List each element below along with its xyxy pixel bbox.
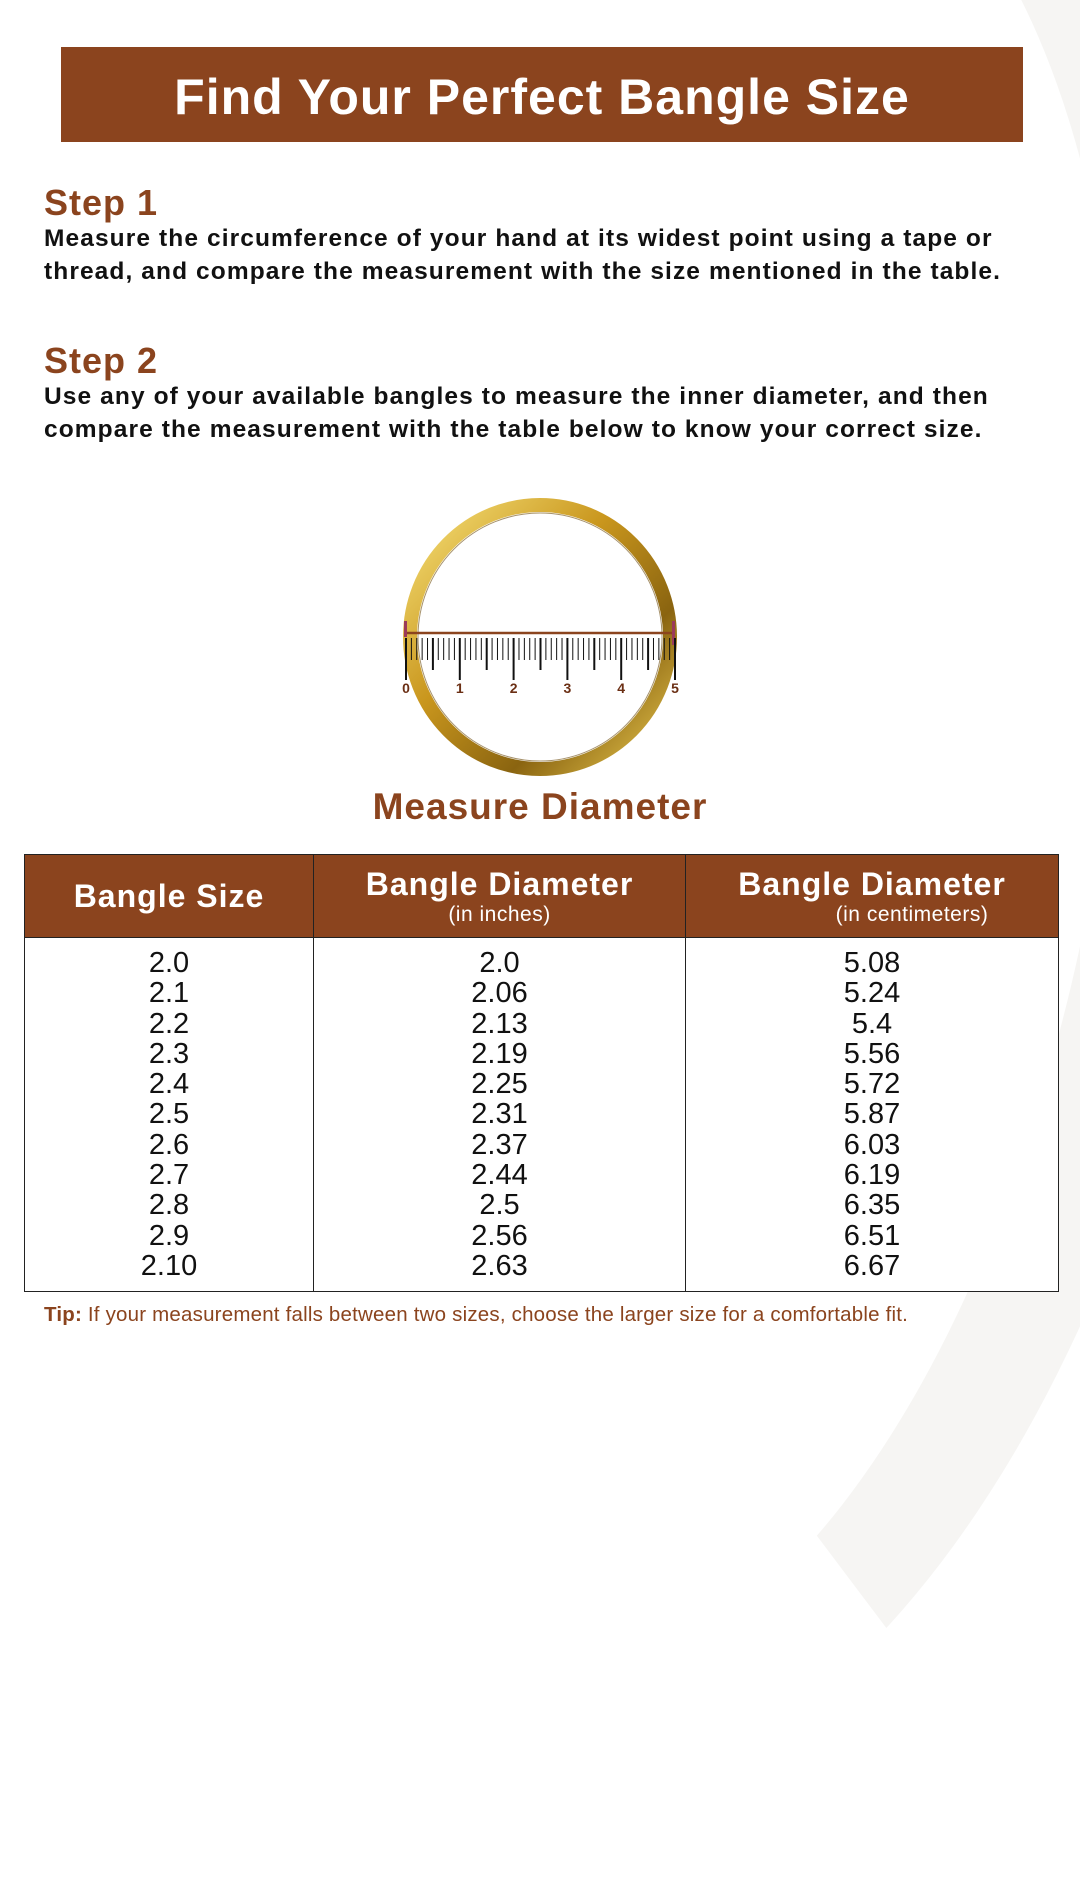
step-text: Use any of your available bangles to mea… <box>44 383 989 443</box>
column-header-title: Bangle Diameter <box>365 865 634 902</box>
tip-text: Tip: If your measurement falls between t… <box>44 1303 908 1327</box>
table-cell: 6.19 <box>685 1160 1059 1190</box>
step-heading: Step 2 <box>44 340 159 381</box>
ruler-label: 1 <box>456 680 464 696</box>
table-cell: 5.72 <box>685 1069 1059 1099</box>
table-cell: 5.4 <box>685 1008 1059 1039</box>
table-cell: 2.4 <box>24 1069 314 1099</box>
table-row: 2.9 2.56 6.51 <box>24 1220 1059 1251</box>
table-cell: 2.37 <box>313 1129 686 1160</box>
step-2: Step 2 Use any of your available bangles… <box>44 341 1034 446</box>
column-header: Bangle Diameter (in centimeters) <box>685 854 1059 938</box>
tip-label: Tip: <box>44 1303 82 1326</box>
table-cell: 2.0 <box>313 937 686 979</box>
table-row: 2.5 2.31 5.87 <box>24 1099 1059 1130</box>
column-header-title: Bangle Size <box>73 877 265 914</box>
table-cell: 2.31 <box>313 1099 686 1130</box>
table-cell: 2.8 <box>24 1190 314 1221</box>
ruler-label: 0 <box>402 680 410 696</box>
table-cell: 5.24 <box>685 978 1059 1009</box>
ruler-label: 3 <box>564 680 572 696</box>
step-1: Step 1 Measure the circumference of your… <box>44 183 1034 288</box>
page-title: Find Your Perfect Bangle Size <box>61 47 1023 142</box>
bangle-ruler-icon: 0 1 2 3 4 5 <box>402 498 679 776</box>
table-cell: 2.9 <box>24 1220 314 1251</box>
table-cell: 2.2 <box>24 1008 314 1039</box>
step-heading: Step 1 <box>44 182 159 223</box>
ruler-label: 2 <box>510 680 518 696</box>
table-cell: 5.56 <box>685 1039 1059 1069</box>
table-cell: 6.67 <box>685 1251 1059 1293</box>
table-cell: 5.08 <box>685 937 1059 979</box>
table-row: 2.2 2.13 5.4 <box>24 1008 1059 1039</box>
table-row: 2.10 2.63 6.67 <box>24 1251 1059 1293</box>
table-cell: 2.44 <box>313 1160 686 1190</box>
tip-body: If your measurement falls between two si… <box>82 1303 909 1326</box>
ruler-label: 5 <box>671 680 679 696</box>
table-cell: 2.5 <box>24 1099 314 1130</box>
size-chart-table: Bangle Size Bangle Diameter (in inches) Ban… <box>24 854 1059 1293</box>
table-cell: 5.87 <box>685 1099 1059 1130</box>
table-cell: 2.06 <box>313 978 686 1009</box>
table-cell: 2.56 <box>313 1220 686 1251</box>
table-cell: 2.19 <box>313 1039 686 1069</box>
table-row: 2.4 2.25 5.72 <box>24 1069 1059 1099</box>
table-cell: 2.5 <box>313 1190 686 1221</box>
illustration-caption: Measure Diameter <box>372 786 708 827</box>
table-row: 2.3 2.19 5.56 <box>24 1039 1059 1069</box>
column-header: Bangle Size <box>24 854 314 938</box>
table-cell: 2.3 <box>24 1039 314 1069</box>
table-cell: 2.6 <box>24 1129 314 1160</box>
table-row: 2.8 2.5 6.35 <box>24 1190 1059 1221</box>
ruler-label: 4 <box>617 680 625 696</box>
table-row: 2.0 2.0 5.08 <box>24 937 1059 979</box>
step-text: Measure the circumference of your hand a… <box>44 225 1002 285</box>
table-cell: 2.13 <box>313 1008 686 1039</box>
table-cell: 2.10 <box>24 1251 314 1293</box>
column-header-unit: (in centimeters) <box>835 902 989 926</box>
table-row: 2.7 2.44 6.19 <box>24 1160 1059 1190</box>
column-header: Bangle Diameter (in inches) <box>313 854 686 938</box>
table-cell: 2.7 <box>24 1160 314 1190</box>
table-cell: 6.35 <box>685 1190 1059 1221</box>
table-cell: 2.1 <box>24 978 314 1009</box>
bangle-ring <box>403 498 677 776</box>
table-row: 2.6 2.37 6.03 <box>24 1129 1059 1160</box>
table-header-row: Bangle Size Bangle Diameter (in inches) Ban… <box>24 854 1059 938</box>
table-cell: 6.03 <box>685 1129 1059 1160</box>
column-header-unit: (in inches) <box>448 902 551 926</box>
table-row: 2.1 2.06 5.24 <box>24 978 1059 1009</box>
table-cell: 6.51 <box>685 1220 1059 1251</box>
table-cell: 2.25 <box>313 1069 686 1099</box>
table-cell: 2.63 <box>313 1251 686 1293</box>
table-cell: 2.0 <box>24 937 314 979</box>
column-header-title: Bangle Diameter <box>738 865 1006 902</box>
